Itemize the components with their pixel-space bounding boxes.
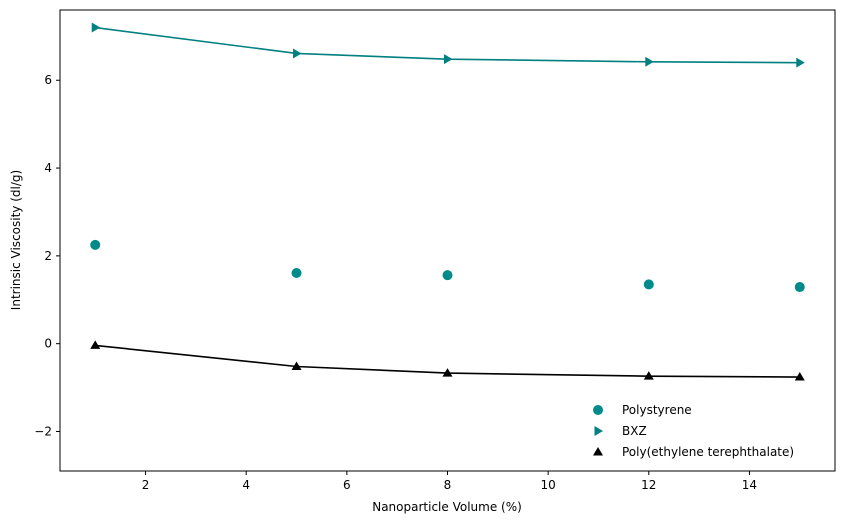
series-2 xyxy=(90,340,805,381)
data-point xyxy=(794,282,805,293)
x-axis: 2 4 6 8 10 12 14 xyxy=(142,471,757,492)
data-point xyxy=(293,48,302,59)
legend-item: Polystyrene xyxy=(593,403,692,417)
y-tick-label: −2 xyxy=(34,424,52,438)
x-tick-label: 8 xyxy=(444,478,452,492)
legend-label: Poly(ethylene terephthalate) xyxy=(622,445,794,459)
data-point xyxy=(645,56,654,67)
data-point xyxy=(90,340,101,349)
data-point xyxy=(91,22,101,33)
data-point xyxy=(643,371,654,380)
series-1 xyxy=(91,22,805,68)
legend: Polystyrene BXZ Poly(ethylene terephthalat… xyxy=(593,403,794,459)
legend-label: Polystyrene xyxy=(622,403,692,417)
plot-area xyxy=(90,22,805,381)
y-axis-label: Intrinsic Viscosity (dl/g) xyxy=(9,170,23,310)
legend-marker xyxy=(594,426,603,436)
data-point xyxy=(442,270,453,281)
legend-item: Poly(ethylene terephthalate) xyxy=(593,445,794,459)
data-point xyxy=(291,267,302,278)
data-point xyxy=(796,57,805,68)
data-point xyxy=(794,372,805,381)
x-tick-label: 2 xyxy=(142,478,150,492)
data-point xyxy=(442,368,453,377)
legend-marker xyxy=(593,447,603,456)
data-point xyxy=(643,279,654,290)
legend-label: BXZ xyxy=(622,424,647,438)
data-point xyxy=(90,239,101,250)
y-tick-label: 4 xyxy=(44,161,52,175)
y-tick-label: 2 xyxy=(44,249,52,263)
x-tick-label: 6 xyxy=(343,478,351,492)
legend-marker xyxy=(593,405,603,415)
legend-item: BXZ xyxy=(594,424,647,438)
x-tick-label: 12 xyxy=(641,478,656,492)
y-axis: −2 0 2 4 6 xyxy=(34,73,60,438)
y-tick-label: 6 xyxy=(44,73,52,87)
series-0 xyxy=(90,239,805,293)
x-axis-label: Nanoparticle Volume (%) xyxy=(372,500,522,514)
x-tick-label: 10 xyxy=(541,478,556,492)
x-tick-label: 14 xyxy=(742,478,757,492)
plot-frame xyxy=(59,9,836,472)
data-point xyxy=(291,361,302,371)
data-point xyxy=(444,54,453,65)
x-tick-label: 4 xyxy=(242,478,250,492)
y-tick-label: 0 xyxy=(44,337,52,351)
